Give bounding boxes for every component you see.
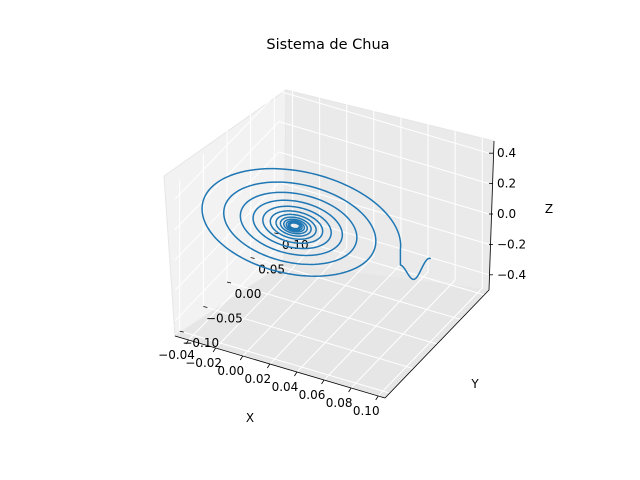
grid-line-x xyxy=(377,136,483,397)
grid-line-x xyxy=(269,104,375,365)
x-tick-label: 0.00 xyxy=(217,364,244,378)
x-axis-line xyxy=(174,335,386,399)
z-axis-line xyxy=(488,140,495,291)
x-tick-label: 0.02 xyxy=(244,372,271,386)
y-tick-label: −0.10 xyxy=(182,336,219,350)
x-axis-label: X xyxy=(246,411,254,425)
y-tick-mark xyxy=(274,232,279,235)
x-ticks: −0.04−0.020.000.020.040.060.080.10 xyxy=(158,339,380,418)
z-axis-label: Z xyxy=(545,202,553,216)
x-tick-mark xyxy=(348,387,352,393)
y-tick-label: 0.00 xyxy=(235,287,262,301)
grid-line-z xyxy=(174,151,490,261)
y-tick-mark xyxy=(203,306,208,308)
y-tick-label: 0.10 xyxy=(282,238,309,252)
x-tick-mark xyxy=(294,371,298,377)
grid-line-x xyxy=(242,96,348,357)
y-tick-label: −0.05 xyxy=(206,312,243,326)
x-tick-label: 0.06 xyxy=(299,388,326,402)
chua-trajectory-line xyxy=(201,167,431,281)
grid-line-x xyxy=(323,120,429,381)
z-ticks: −0.4 −0.2 0.0 0.2 0.4 xyxy=(489,146,526,282)
x-tick-label: −0.02 xyxy=(185,356,222,370)
x-tick-label: 0.10 xyxy=(353,404,380,418)
y-axis-line xyxy=(384,289,490,399)
grid-line-x xyxy=(215,88,321,349)
z-tick-label: 0.4 xyxy=(497,146,516,160)
y-tick-mark xyxy=(179,330,184,333)
z-tick-label: 0.0 xyxy=(497,207,516,221)
chart-title: Sistema de Chua xyxy=(266,37,389,53)
y-tick-mark xyxy=(226,281,232,284)
x-tick-mark xyxy=(266,363,271,369)
y-tick-mark xyxy=(250,257,255,259)
x-tick-mark xyxy=(185,339,189,345)
x-tick-mark xyxy=(321,379,325,385)
x-tick-label: 0.04 xyxy=(272,380,299,394)
x-tick-label: 0.08 xyxy=(326,396,353,410)
x-tick-mark xyxy=(375,395,379,401)
x-tick-mark xyxy=(212,347,216,353)
z-tick-label: −0.4 xyxy=(497,268,526,282)
grid-line-z xyxy=(174,90,490,200)
x-tick-mark xyxy=(239,355,244,361)
grid-line-x xyxy=(350,128,456,389)
grid-line-z xyxy=(174,121,490,230)
y-axis-label: Y xyxy=(470,377,479,391)
pane-back xyxy=(283,89,495,291)
x-tick-label: −0.04 xyxy=(158,348,195,362)
z-tick-label: −0.2 xyxy=(497,237,526,251)
z-tick-label: 0.2 xyxy=(497,177,516,191)
